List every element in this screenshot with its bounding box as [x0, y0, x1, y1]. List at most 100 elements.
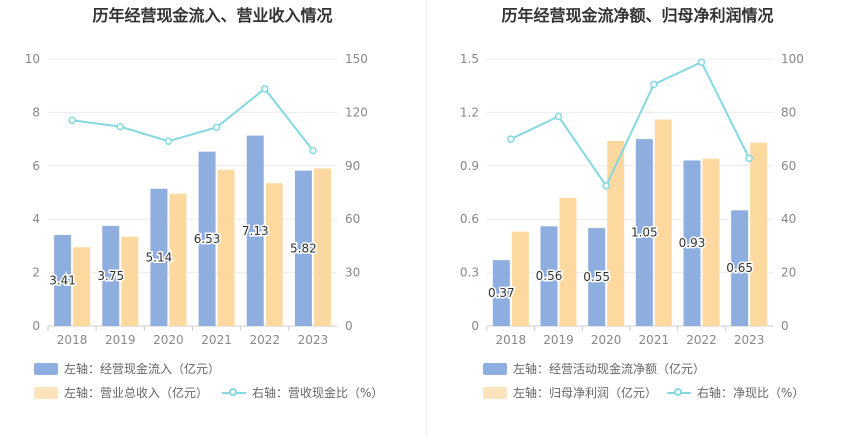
legend-label: 左轴：经营现金流入（亿元） — [64, 362, 221, 376]
x-tick-label: 2018 — [57, 333, 88, 347]
legend-right-series-2[interactable]: 左轴：归母净利润（亿元） — [483, 384, 657, 401]
y-right-tick-label: 20 — [781, 266, 796, 280]
y-right-tick-label: 80 — [781, 105, 796, 119]
y-left-tick-label: 0.9 — [460, 159, 479, 173]
y-right-tick-label: 0 — [781, 319, 789, 333]
bar-series-2 — [73, 247, 91, 326]
data-label: 0.56 — [536, 269, 563, 283]
x-tick-label: 2019 — [543, 333, 574, 347]
y-left-tick-label: 10 — [25, 52, 40, 66]
x-tick-label: 2023 — [734, 333, 765, 347]
x-tick-label: 2021 — [639, 333, 670, 347]
y-right-tick-label: 120 — [345, 105, 368, 119]
line-point — [116, 122, 124, 131]
y-left-tick-label: 6 — [32, 159, 40, 173]
line-point — [164, 137, 173, 145]
y-left-tick-label: 1.5 — [460, 52, 479, 66]
bar-series-2 — [702, 158, 720, 326]
bar-series-1 — [198, 151, 216, 326]
y-right-tick-label: 40 — [781, 212, 796, 226]
line-point — [261, 84, 269, 93]
y-right-tick-label: 30 — [345, 266, 360, 280]
bar-series-1 — [54, 234, 72, 326]
data-label: 0.93 — [679, 236, 706, 250]
data-label: 3.75 — [97, 269, 124, 283]
line-series — [510, 60, 751, 188]
y-right-tick-label: 150 — [345, 52, 368, 66]
bar-series-1 — [102, 225, 120, 326]
legend-swatch-icon — [34, 362, 58, 375]
y-right-tick-label: 60 — [345, 212, 360, 226]
line-point — [507, 135, 515, 143]
data-label: 6.53 — [194, 232, 221, 246]
bar-series-1 — [492, 260, 510, 326]
legend-swatch-icon — [483, 386, 507, 399]
y-left-tick-label: 8 — [32, 105, 40, 119]
y-right-tick-label: 100 — [781, 52, 804, 66]
line-point — [745, 154, 753, 163]
line-point — [554, 112, 563, 121]
x-tick-label: 2022 — [249, 333, 280, 347]
bar-series-1 — [635, 139, 653, 326]
y-left-tick-label: 0.3 — [460, 266, 479, 280]
bar-series-2 — [265, 183, 283, 326]
data-label: 3.41 — [49, 273, 76, 287]
data-label: 0.55 — [583, 270, 610, 284]
x-tick-label: 2021 — [201, 333, 232, 347]
bar-series-1 — [540, 226, 558, 326]
legend-right-series-1[interactable]: 左轴：经营活动现金流净额（亿元） — [483, 360, 705, 377]
legend-left-series-2[interactable]: 左轴：营业总收入（亿元） — [34, 384, 208, 401]
bar-series-2 — [750, 142, 768, 326]
bar-series-2 — [559, 197, 577, 326]
data-label: 5.14 — [146, 250, 173, 264]
data-label: 0.37 — [488, 286, 515, 300]
legend-label: 左轴：归母净利润（亿元） — [513, 386, 658, 400]
line-point — [68, 116, 76, 124]
legend-left-series-3[interactable]: 右轴：营收现金比（%） — [222, 384, 383, 401]
bar-series-2 — [217, 169, 235, 326]
legend-label: 右轴：净现比（%） — [697, 386, 805, 400]
legend-right-series-3[interactable]: 右轴：净现比（%） — [667, 384, 804, 401]
x-tick-label: 2020 — [153, 333, 184, 347]
y-left-tick-label: 2 — [32, 266, 40, 280]
bar-series-2 — [511, 231, 529, 326]
right-chart-title: 历年经营现金流净额、归母净利润情况 — [501, 6, 774, 25]
x-tick-label: 2020 — [591, 333, 622, 347]
y-left-tick-label: 1.2 — [460, 105, 479, 119]
bar-series-2 — [313, 168, 331, 326]
bar-series-2 — [607, 140, 625, 326]
y-left-tick-label: 0 — [32, 319, 40, 333]
bar-series-1 — [731, 210, 749, 326]
data-label: 7.13 — [242, 224, 269, 238]
y-left-tick-label: 4 — [32, 212, 40, 226]
bar-series-2 — [654, 119, 672, 327]
line-point — [309, 146, 317, 155]
x-tick-label: 2018 — [496, 333, 527, 347]
y-right-tick-label: 90 — [345, 159, 360, 173]
panel-divider — [426, 0, 427, 437]
bar-series-1 — [150, 188, 168, 326]
x-tick-label: 2019 — [105, 333, 136, 347]
bar-series-2 — [121, 236, 139, 326]
x-tick-label: 2023 — [298, 333, 329, 347]
line-point — [602, 182, 610, 190]
y-right-tick-label: 0 — [345, 319, 353, 333]
y-right-tick-label: 60 — [781, 159, 796, 173]
legend-label: 右轴：营收现金比（%） — [252, 386, 384, 400]
data-label: 5.82 — [290, 241, 317, 255]
bar-series-1 — [683, 160, 701, 326]
legend-label: 左轴：经营活动现金流净额（亿元） — [513, 362, 706, 376]
data-label: 0.65 — [726, 261, 753, 275]
legend-line-icon — [667, 387, 691, 399]
y-left-tick-label: 0.6 — [460, 212, 479, 226]
legend-swatch-icon — [34, 386, 58, 399]
legend-swatch-icon — [483, 362, 507, 375]
legend-line-icon — [222, 387, 246, 399]
x-tick-label: 2022 — [686, 333, 717, 347]
bar-series-1 — [294, 170, 312, 326]
legend-left-series-1[interactable]: 左轴：经营现金流入（亿元） — [34, 360, 220, 377]
bar-series-2 — [169, 193, 187, 326]
line-point — [697, 58, 706, 66]
legend-label: 左轴：营业总收入（亿元） — [64, 386, 209, 400]
